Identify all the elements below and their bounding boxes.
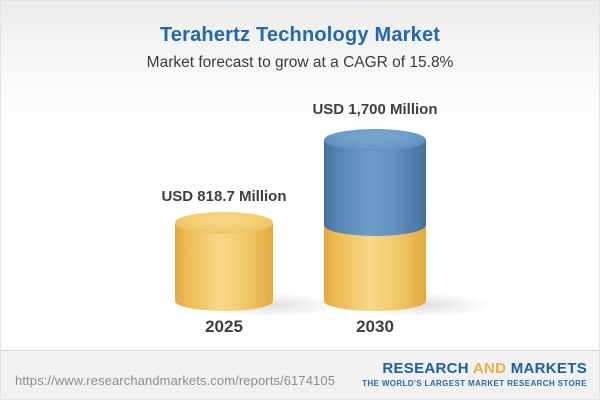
bar-2030-yellow-segment <box>324 224 426 311</box>
page-title: Terahertz Technology Market <box>159 24 441 46</box>
bar-2030-blue-segment <box>324 140 426 236</box>
report-url: https://www.researchandmarkets.com/repor… <box>15 373 336 388</box>
logo-word-and: AND <box>472 360 507 377</box>
category-label-2025: 2025 <box>205 317 243 336</box>
logo-tagline: THE WORLD'S LARGEST MARKET RESEARCH STOR… <box>362 379 587 388</box>
research-and-markets-logo: RESEARCH AND MARKETS THE WORLD'S LARGEST… <box>362 361 587 388</box>
page-subtitle: Market forecast to grow at a CAGR of 15.… <box>146 54 454 71</box>
logo-wordmark: RESEARCH AND MARKETS <box>362 361 587 376</box>
logo-word-research: RESEARCH <box>382 360 469 377</box>
bar-2030-top-ellipse <box>324 129 426 151</box>
value-label-2030: USD 1,700 Million <box>312 101 438 118</box>
value-label-2025: USD 818.7 Million <box>161 188 287 205</box>
bar-2025-top-ellipse <box>175 212 273 234</box>
footer-bar: https://www.researchandmarkets.com/repor… <box>1 350 599 399</box>
cylinder-bar-2025 <box>175 212 273 312</box>
logo-word-markets: MARKETS <box>510 360 587 377</box>
category-label-2030: 2030 <box>356 317 394 336</box>
bar-2025-yellow-segment <box>175 223 273 311</box>
cylinder-bar-2030 <box>324 129 426 312</box>
